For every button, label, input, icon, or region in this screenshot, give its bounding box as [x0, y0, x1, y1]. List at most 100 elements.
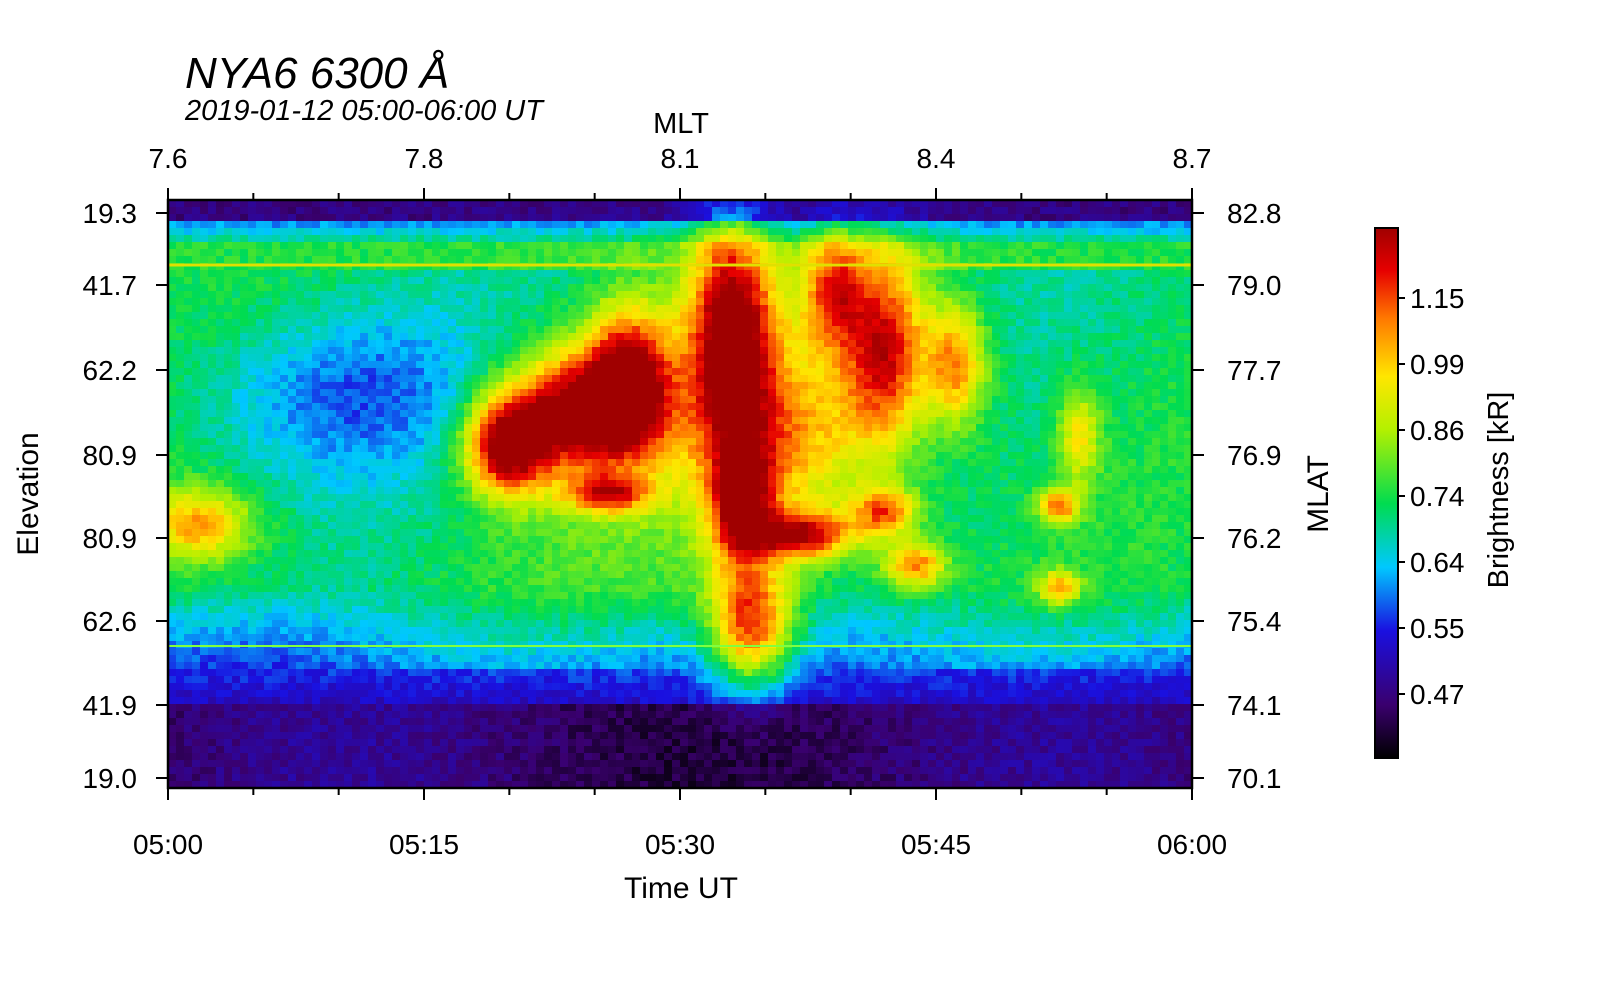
- heatmap-cell: [624, 515, 633, 523]
- heatmap-cell: [264, 284, 273, 292]
- heatmap-cell: [400, 648, 409, 656]
- heatmap-cell: [264, 403, 273, 411]
- heatmap-cell: [168, 529, 177, 537]
- heatmap-cell: [304, 480, 313, 488]
- heatmap-cell: [616, 536, 625, 544]
- heatmap-cell: [416, 781, 425, 789]
- heatmap-cell: [296, 354, 305, 362]
- heatmap-cell: [416, 396, 425, 404]
- heatmap-cell: [208, 368, 217, 376]
- heatmap-cell: [312, 620, 321, 628]
- heatmap-cell: [432, 746, 441, 754]
- heatmap-cell: [224, 277, 233, 285]
- heatmap-cell: [544, 522, 553, 530]
- heatmap-cell: [424, 501, 433, 509]
- heatmap-cell: [184, 235, 193, 243]
- heatmap-cell: [392, 361, 401, 369]
- heatmap-cell: [608, 368, 617, 376]
- heatmap-cell: [376, 207, 385, 215]
- heatmap-cell: [456, 676, 465, 684]
- heatmap-cell: [448, 487, 457, 495]
- heatmap-cell: [312, 431, 321, 439]
- heatmap-cell: [184, 396, 193, 404]
- heatmap-cell: [392, 333, 401, 341]
- heatmap-cell: [192, 298, 201, 306]
- heatmap-cell: [304, 711, 313, 719]
- heatmap-cell: [552, 697, 561, 705]
- heatmap-cell: [288, 452, 297, 460]
- heatmap-cell: [576, 480, 585, 488]
- heatmap-cell: [448, 326, 457, 334]
- heatmap-cell: [192, 487, 201, 495]
- heatmap-cell: [200, 711, 209, 719]
- heatmap-cell: [432, 480, 441, 488]
- heatmap-cell: [448, 424, 457, 432]
- heatmap-cell: [240, 207, 249, 215]
- heatmap-cell: [360, 207, 369, 215]
- heatmap-cell: [168, 424, 177, 432]
- heatmap-cell: [304, 396, 313, 404]
- heatmap-cell: [488, 326, 497, 334]
- heatmap-cell: [168, 613, 177, 621]
- heatmap-cell: [232, 256, 241, 264]
- heatmap-cell: [376, 550, 385, 558]
- heatmap-cell: [592, 438, 601, 446]
- heatmap-cell: [184, 767, 193, 775]
- heatmap-cell: [528, 375, 537, 383]
- heatmap-cell: [408, 445, 417, 453]
- heatmap-cell: [584, 375, 593, 383]
- heatmap-cell: [624, 291, 633, 299]
- heatmap-cell: [456, 774, 465, 782]
- heatmap-cell: [224, 319, 233, 327]
- heatmap-cell: [184, 683, 193, 691]
- heatmap-cell: [560, 214, 569, 222]
- heatmap-cell: [208, 431, 217, 439]
- heatmap-cell: [168, 564, 177, 572]
- heatmap-cell: [400, 354, 409, 362]
- heatmap-cell: [616, 326, 625, 334]
- heatmap-cell: [528, 564, 537, 572]
- heatmap-cell: [536, 641, 545, 649]
- heatmap-cell: [576, 767, 585, 775]
- heatmap-cell: [376, 746, 385, 754]
- heatmap-cell: [240, 585, 249, 593]
- heatmap-cell: [216, 417, 225, 425]
- heatmap-cell: [304, 319, 313, 327]
- heatmap-cell: [272, 662, 281, 670]
- heatmap-cell: [192, 592, 201, 600]
- heatmap-cell: [520, 277, 529, 285]
- heatmap-cell: [320, 522, 329, 530]
- heatmap-cell: [608, 739, 617, 747]
- heatmap-cell: [312, 270, 321, 278]
- heatmap-cell: [296, 606, 305, 614]
- heatmap-cell: [424, 354, 433, 362]
- heatmap-cell: [208, 725, 217, 733]
- heatmap-cell: [600, 648, 609, 656]
- heatmap-cell: [416, 676, 425, 684]
- heatmap-cell: [336, 438, 345, 446]
- heatmap-cell: [424, 312, 433, 320]
- heatmap-cell: [368, 732, 377, 740]
- heatmap-cell: [448, 459, 457, 467]
- heatmap-cell: [624, 760, 633, 768]
- heatmap-cell: [416, 459, 425, 467]
- heatmap-cell: [632, 354, 641, 362]
- heatmap-cell: [640, 354, 649, 362]
- heatmap-cell: [296, 466, 305, 474]
- heatmap-cell: [520, 221, 529, 229]
- heatmap-cell: [560, 459, 569, 467]
- heatmap-cell: [288, 501, 297, 509]
- heatmap-cell: [592, 452, 601, 460]
- heatmap-cell: [376, 340, 385, 348]
- heatmap-cell: [416, 648, 425, 656]
- heatmap-cell: [288, 753, 297, 761]
- heatmap-cell: [400, 690, 409, 698]
- heatmap-cell: [400, 599, 409, 607]
- heatmap-cell: [176, 599, 185, 607]
- heatmap-cell: [280, 781, 289, 789]
- heatmap-cell: [208, 242, 217, 250]
- heatmap-cell: [248, 718, 257, 726]
- heatmap-cell: [632, 508, 641, 516]
- heatmap-cell: [576, 242, 585, 250]
- heatmap-cell: [344, 662, 353, 670]
